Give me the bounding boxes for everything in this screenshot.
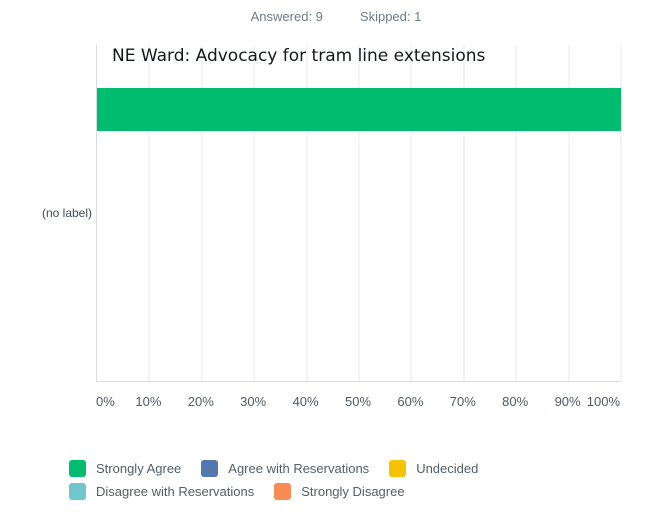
x-axis-labels: 0% 10% 20% 30% 40% 50% 60% 70% 80% 90% 100% <box>96 394 620 410</box>
x-tick-label: 100% <box>586 394 620 409</box>
x-tick-label: 40% <box>292 394 319 409</box>
x-tick-label: 60% <box>397 394 424 409</box>
x-tick-label: 70% <box>449 394 476 409</box>
gridline <box>253 45 255 381</box>
x-tick-label: 80% <box>502 394 529 409</box>
skipped-count: Skipped: 1 <box>359 9 422 24</box>
gridline <box>463 45 465 381</box>
x-tick-label: 30% <box>240 394 267 409</box>
legend-item-strongly-agree[interactable]: Strongly Agree <box>69 460 181 477</box>
results-summary: Answered: 9 Skipped: 1 <box>0 9 672 24</box>
legend-item-undecided[interactable]: Undecided <box>389 460 478 477</box>
x-tick-label: 0% <box>96 394 115 409</box>
legend-label: Agree with Reservations <box>228 461 370 476</box>
legend-label: Strongly Disagree <box>301 484 405 499</box>
gridline <box>620 45 622 381</box>
gridline <box>306 45 308 381</box>
x-tick-label: 10% <box>135 394 162 409</box>
x-tick-label: 50% <box>344 394 372 409</box>
x-tick-label: 20% <box>187 394 214 409</box>
legend: Strongly Agree Agree with Reservations Und… <box>69 460 625 500</box>
gridlines <box>97 45 622 381</box>
legend-swatch-strongly-agree <box>69 460 86 477</box>
x-tick-label: 90% <box>554 394 581 409</box>
legend-swatch-undecided <box>389 460 407 477</box>
gridline <box>410 45 412 381</box>
gridline <box>515 45 517 381</box>
gridline <box>148 45 150 381</box>
gridline <box>568 45 570 381</box>
chart-title: NE Ward: Advocacy for tram line extensio… <box>112 46 486 66</box>
gridline <box>358 45 360 381</box>
y-category-label: (no label) <box>41 206 92 220</box>
answered-count: Answered: 9 <box>250 9 323 24</box>
legend-item-strongly-disagree[interactable]: Strongly Disagree <box>274 483 405 500</box>
legend-item-disagree-with-reservations[interactable]: Disagree with Reservations <box>69 483 254 500</box>
legend-label: Undecided <box>416 461 479 476</box>
legend-swatch-disagree-with-reservations <box>69 483 86 500</box>
legend-label: Strongly Agree <box>96 461 182 476</box>
legend-swatch-agree-with-reservations <box>201 460 219 477</box>
legend-swatch-strongly-disagree <box>274 483 292 500</box>
legend-item-agree-with-reservations[interactable]: Agree with Reservations <box>201 460 369 477</box>
legend-label: Disagree with Reservations <box>96 484 255 499</box>
gridline <box>201 45 203 381</box>
bar-strongly-agree[interactable] <box>97 88 621 131</box>
plot-area: NE Ward: Advocacy for tram line extensio… <box>96 45 622 382</box>
